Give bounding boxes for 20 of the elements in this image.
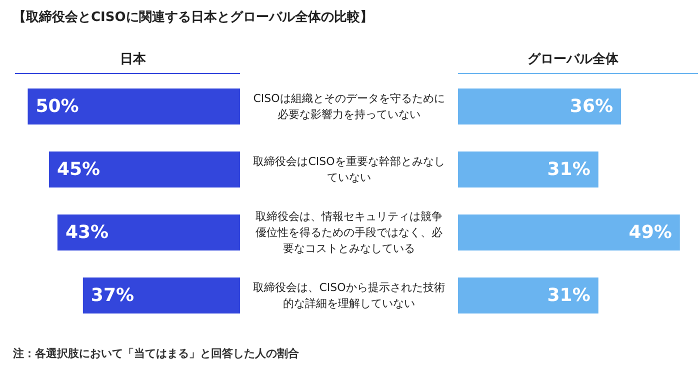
y-tick-label: 取締役会はCISOを重要な幹部とみなしていない: [253, 155, 445, 184]
data-label: 43%: [65, 222, 109, 243]
bar: [28, 88, 240, 124]
bar: [48, 152, 240, 188]
data-label: 31%: [547, 159, 590, 180]
chart-subtitle: 日本: [120, 52, 147, 67]
bar: [82, 278, 240, 314]
data-label: 45%: [56, 159, 100, 180]
y-tick-label: CISOは組織とそのデータを守るために必要な影響力を持っていない: [253, 92, 445, 121]
data-label: 37%: [90, 285, 134, 306]
data-label: 31%: [547, 285, 590, 306]
data-label: 50%: [36, 96, 79, 117]
y-tick-label: 取締役会は、CISOから提示された技術的な詳細を理解していない: [253, 281, 445, 310]
chart-title: 【取締役会とCISOに関連する日本とグローバル全体の比較】: [13, 9, 373, 25]
y-tick-label: 取締役会は、情報セキュリティは競争優位性を得るための手段ではなく、必要なコストとみなしている: [256, 210, 442, 255]
data-label: 36%: [570, 96, 614, 117]
bar: [57, 214, 240, 250]
text: 注：各選択肢において「当てはまる」と回答した人の割合: [12, 347, 300, 360]
data-label: 49%: [628, 222, 672, 243]
chart-title: グローバル全体: [528, 52, 620, 67]
